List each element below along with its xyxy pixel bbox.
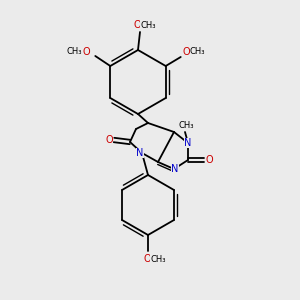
Text: CH₃: CH₃ (150, 254, 166, 263)
Text: CH₃: CH₃ (190, 47, 206, 56)
Text: N: N (171, 164, 179, 174)
Text: N: N (136, 148, 144, 158)
Text: O: O (133, 20, 141, 30)
Text: N: N (184, 138, 192, 148)
Text: O: O (205, 155, 213, 165)
Text: CH₃: CH₃ (67, 47, 82, 56)
Text: O: O (82, 47, 90, 57)
Text: O: O (105, 135, 113, 145)
Text: O: O (183, 47, 190, 57)
Text: CH₃: CH₃ (140, 20, 156, 29)
Text: O: O (143, 254, 151, 264)
Text: CH₃: CH₃ (178, 122, 194, 130)
